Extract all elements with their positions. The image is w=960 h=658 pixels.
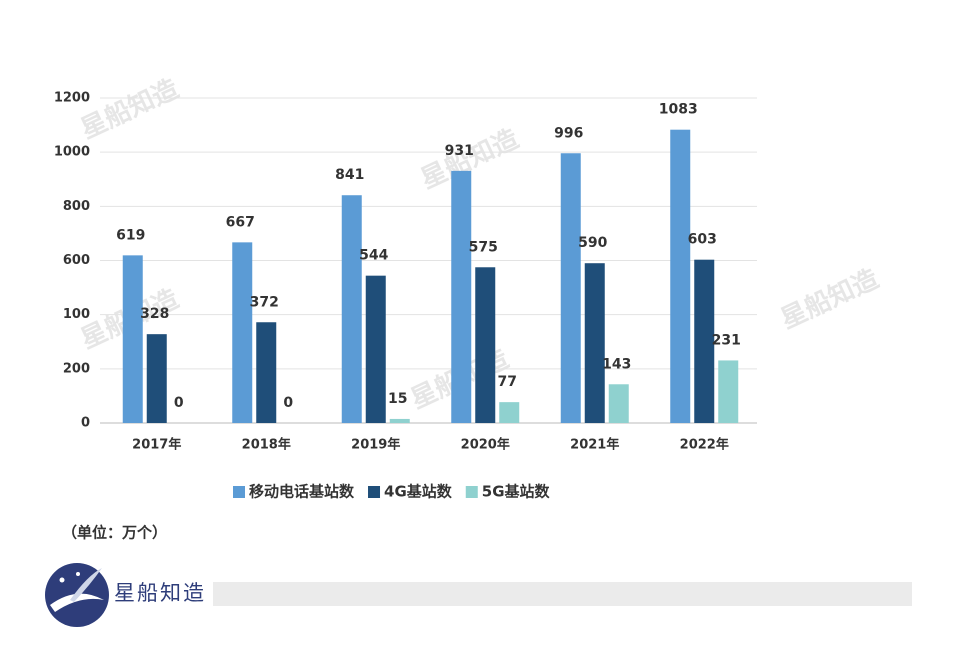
value-label: 372 xyxy=(250,294,279,310)
x-tick-label: 2018年 xyxy=(242,437,291,453)
value-label: 544 xyxy=(359,248,388,264)
bar xyxy=(451,170,472,423)
footer-bar xyxy=(213,582,912,606)
value-label: 931 xyxy=(445,143,474,159)
y-tick-label: 800 xyxy=(63,199,90,214)
bar xyxy=(146,334,167,423)
bar xyxy=(256,322,277,423)
value-label: 77 xyxy=(498,374,517,390)
x-tick-label: 2022年 xyxy=(680,437,729,453)
bar xyxy=(122,255,143,423)
value-label: 841 xyxy=(335,167,364,183)
x-tick-label: 2019年 xyxy=(351,437,400,453)
watermark: 星船知造 xyxy=(776,263,883,335)
bar xyxy=(584,263,605,423)
x-tick-label: 2017年 xyxy=(132,437,181,453)
value-label: 143 xyxy=(602,356,631,372)
x-tick-label: 2021年 xyxy=(570,437,619,453)
legend-label: 4G基站数 xyxy=(384,483,453,501)
bar xyxy=(670,129,691,423)
legend-label: 5G基站数 xyxy=(482,483,551,501)
value-label: 328 xyxy=(140,306,169,322)
bar xyxy=(389,418,410,423)
bar xyxy=(718,360,739,423)
value-label: 231 xyxy=(712,332,741,348)
plot: 0 200 100 600 800 1000 1200 2017年 619 328 0 2018年 66… xyxy=(54,91,757,501)
logo-star xyxy=(59,577,65,583)
logo xyxy=(45,563,109,627)
value-label: 15 xyxy=(388,391,407,407)
legend-swatch xyxy=(368,486,381,498)
y-tick-label: 1200 xyxy=(54,91,90,106)
y-tick-label: 600 xyxy=(63,253,90,268)
value-label: 619 xyxy=(116,227,145,243)
bar xyxy=(694,259,715,423)
bar xyxy=(365,275,386,423)
brand: 星船知造 xyxy=(114,581,206,605)
y-tick-label: 1000 xyxy=(54,145,90,160)
y-tick-label: 0 xyxy=(81,416,90,431)
watermark: 星船知造 xyxy=(76,73,183,145)
bar xyxy=(475,267,496,423)
value-label: 0 xyxy=(174,395,184,411)
bar xyxy=(499,402,520,423)
unit-note: （单位：万个） xyxy=(62,524,167,542)
value-label: 603 xyxy=(688,232,717,248)
bar xyxy=(341,195,362,423)
value-label: 667 xyxy=(226,214,255,230)
legend-swatch xyxy=(465,486,478,498)
y-tick-label: 200 xyxy=(63,361,90,376)
bar xyxy=(560,153,581,423)
value-label: 1083 xyxy=(659,102,698,118)
legend-label: 移动电话基站数 xyxy=(249,483,355,501)
value-label: 0 xyxy=(283,395,293,411)
logo-feather xyxy=(70,568,102,602)
x-tick-label: 2020年 xyxy=(461,437,510,453)
value-label: 996 xyxy=(554,125,583,141)
logo-wave xyxy=(50,593,104,612)
y-tick-label: 100 xyxy=(63,307,90,322)
value-label: 575 xyxy=(469,239,498,255)
bar xyxy=(608,384,629,423)
legend-swatch xyxy=(233,486,245,498)
value-label: 590 xyxy=(578,235,607,251)
bar xyxy=(232,242,253,423)
logo-star xyxy=(76,572,80,576)
